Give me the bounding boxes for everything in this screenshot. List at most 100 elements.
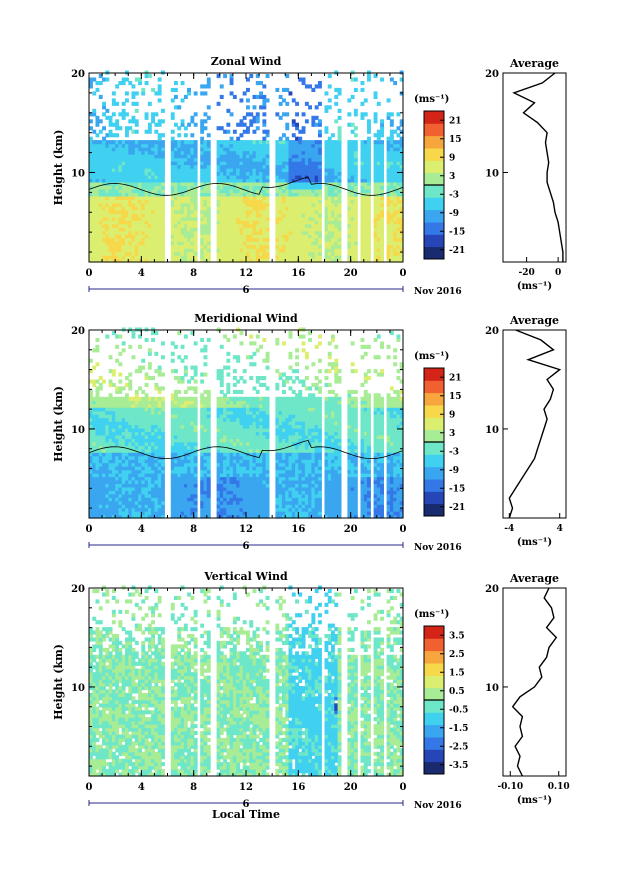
heatmap-cell xyxy=(363,234,368,239)
heatmap-cell xyxy=(389,161,394,166)
heatmap-cell xyxy=(259,251,263,256)
heatmap-cell xyxy=(226,431,231,436)
heatmap-cell xyxy=(138,188,142,193)
heatmap-cell xyxy=(111,168,116,173)
heatmap-cell xyxy=(170,171,175,176)
heatmap-cell xyxy=(229,216,234,221)
heatmap-cell xyxy=(219,216,224,221)
heatmap-cell xyxy=(350,178,355,183)
heatmap-cell xyxy=(206,115,211,120)
heatmap-cell xyxy=(177,105,182,110)
heatmap-cell xyxy=(396,258,401,263)
heatmap-cell xyxy=(285,143,290,148)
heatmap-cell xyxy=(285,164,290,169)
heatmap-cell xyxy=(295,220,299,225)
heatmap-cell xyxy=(373,213,378,218)
heatmap-cell xyxy=(301,77,306,82)
heatmap-cell xyxy=(154,209,159,214)
heatmap-cell xyxy=(311,230,316,235)
heatmap-cell xyxy=(216,452,221,457)
heatmap-cell xyxy=(89,434,93,439)
heatmap-cell xyxy=(311,241,316,246)
heatmap-cell xyxy=(193,244,198,249)
heatmap-cell xyxy=(108,400,113,405)
heatmap-cell xyxy=(161,497,165,502)
heatmap-cell xyxy=(190,150,195,155)
heatmap-cell xyxy=(399,216,404,221)
heatmap-cell xyxy=(288,220,293,225)
heatmap-cell xyxy=(147,244,152,249)
heatmap-cell xyxy=(298,185,303,190)
heatmap-cell xyxy=(275,258,280,263)
heatmap-cell xyxy=(200,493,205,498)
heatmap-cell xyxy=(180,452,185,457)
heatmap-cell xyxy=(141,161,146,166)
heatmap-cell xyxy=(161,452,165,457)
heatmap-cell xyxy=(108,147,113,152)
heatmap-cell xyxy=(183,504,188,509)
heatmap-cell xyxy=(367,157,371,162)
heatmap-cell xyxy=(393,161,398,166)
heatmap-cell xyxy=(200,469,205,474)
heatmap-cell xyxy=(118,490,123,495)
heatmap-cell xyxy=(314,168,319,173)
heatmap-cell xyxy=(249,161,254,166)
heatmap-cell xyxy=(187,386,191,391)
heatmap-cell xyxy=(255,188,260,193)
heatmap-cell xyxy=(373,147,378,152)
heatmap-cell xyxy=(193,143,198,148)
heatmap-cell xyxy=(98,407,103,412)
heatmap-cell xyxy=(246,234,250,239)
heatmap-cell xyxy=(334,220,339,225)
heatmap-cell xyxy=(399,136,404,141)
heatmap-cell xyxy=(331,188,335,193)
heatmap-cell xyxy=(174,479,178,484)
heatmap-cell xyxy=(203,389,208,394)
heatmap-cell xyxy=(203,486,208,491)
heatmap-cell xyxy=(255,234,260,239)
heatmap-cell xyxy=(206,206,211,211)
heatmap-cell xyxy=(128,428,133,433)
heatmap-cell xyxy=(95,185,100,190)
heatmap-cell xyxy=(183,206,188,211)
heatmap-cell xyxy=(128,407,133,412)
heatmap-cell xyxy=(265,206,270,211)
heatmap-cell xyxy=(206,188,211,193)
heatmap-cell xyxy=(399,171,404,176)
heatmap-cell xyxy=(193,202,198,207)
heatmap-cell xyxy=(229,441,234,446)
heatmap-cell xyxy=(203,362,208,367)
heatmap-cell xyxy=(118,396,123,401)
heatmap-cell xyxy=(389,112,394,117)
heatmap-cell xyxy=(393,255,398,260)
heatmap-cell xyxy=(190,216,195,221)
heatmap-cell xyxy=(396,206,401,211)
heatmap-cell xyxy=(151,164,155,169)
heatmap-cell xyxy=(89,223,93,228)
heatmap-cell xyxy=(324,199,329,204)
heatmap-cell xyxy=(174,220,178,225)
heatmap-cell xyxy=(219,209,224,214)
heatmap-cell xyxy=(125,452,129,457)
heatmap-cell xyxy=(128,126,133,131)
heatmap-cell xyxy=(242,248,247,253)
heatmap-cell xyxy=(95,234,100,239)
heatmap-cell xyxy=(206,77,211,82)
heatmap-cell xyxy=(288,234,293,239)
heatmap-cell xyxy=(331,164,335,169)
heatmap-cell xyxy=(121,348,126,353)
heatmap-cell xyxy=(314,161,319,166)
heatmap-cell xyxy=(255,206,260,211)
heatmap-cell xyxy=(203,255,208,260)
heatmap-cell xyxy=(187,441,191,446)
heatmap-cell xyxy=(98,181,103,186)
heatmap-cell xyxy=(278,216,283,221)
heatmap-cell xyxy=(324,175,329,180)
heatmap-cell xyxy=(161,175,165,180)
heatmap-cell xyxy=(134,185,139,190)
heatmap-cell xyxy=(232,258,237,263)
heatmap-cell xyxy=(399,234,404,239)
heatmap-cell xyxy=(255,230,260,235)
heatmap-cell xyxy=(226,237,231,242)
heatmap-cell xyxy=(177,500,182,505)
